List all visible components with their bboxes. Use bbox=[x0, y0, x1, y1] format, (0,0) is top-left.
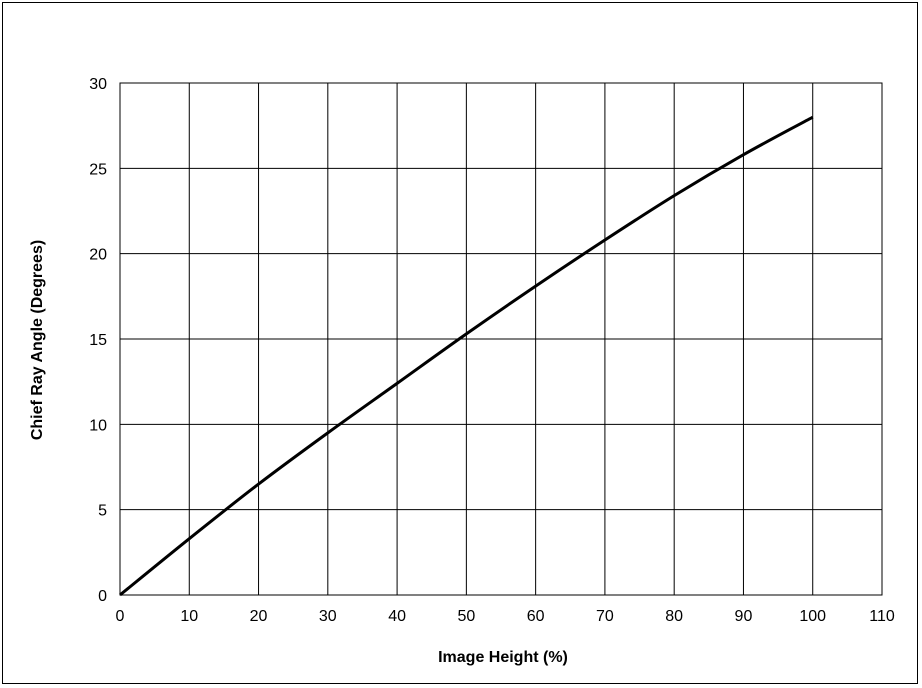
x-tick-label: 0 bbox=[116, 608, 125, 625]
y-axis-ticks: 0 5 10 15 20 25 30 bbox=[89, 76, 107, 605]
x-tick-label: 40 bbox=[388, 608, 406, 625]
x-axis-title: Image Height (%) bbox=[438, 649, 568, 666]
series-line bbox=[119, 115, 814, 597]
x-tick-label: 20 bbox=[250, 608, 268, 625]
y-tick-label: 15 bbox=[89, 332, 107, 349]
x-tick-label: 100 bbox=[799, 608, 826, 625]
x-tick-label: 60 bbox=[527, 608, 545, 625]
x-tick-label: 70 bbox=[596, 608, 614, 625]
y-tick-label: 30 bbox=[89, 76, 107, 93]
y-tick-label: 0 bbox=[98, 588, 107, 605]
y-tick-label: 25 bbox=[89, 161, 107, 178]
series-layer bbox=[119, 115, 814, 597]
y-tick-label: 10 bbox=[89, 417, 107, 434]
x-tick-label: 50 bbox=[457, 608, 475, 625]
grid bbox=[120, 83, 882, 595]
x-tick-label: 80 bbox=[665, 608, 683, 625]
y-tick-label: 20 bbox=[89, 247, 107, 264]
x-tick-label: 30 bbox=[319, 608, 337, 625]
y-axis-title: Chief Ray Angle (Degrees) bbox=[29, 240, 46, 440]
plot-area-border bbox=[119, 82, 883, 596]
x-tick-label: 90 bbox=[735, 608, 753, 625]
x-tick-label: 110 bbox=[869, 608, 895, 625]
y-tick-label: 5 bbox=[98, 503, 107, 520]
x-axis-ticks: 0 10 20 30 40 50 60 70 80 90 100 110 bbox=[116, 608, 895, 625]
x-tick-label: 10 bbox=[180, 608, 198, 625]
